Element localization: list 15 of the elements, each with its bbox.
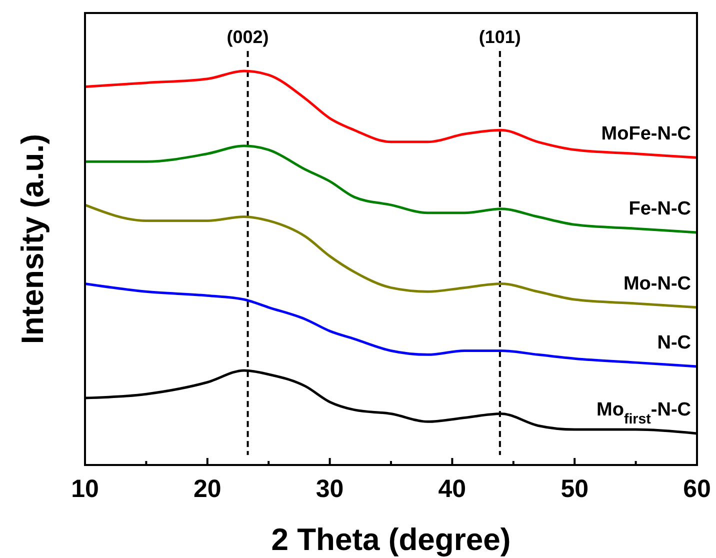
- x-tick-label: 40: [438, 475, 466, 503]
- series-label: Mo-N-C: [623, 273, 692, 294]
- series-label: N-C: [657, 332, 692, 354]
- text: (101): [478, 27, 521, 47]
- x-tick-label: 60: [683, 475, 711, 503]
- x-tick-label: 20: [193, 475, 222, 503]
- y-axis-title: Intensity (a.u.): [15, 134, 50, 344]
- x-tick-label: 30: [316, 475, 344, 503]
- x-tick-label: 50: [560, 475, 589, 503]
- series-label: Mo$_{first}$-N-C: [596, 400, 692, 428]
- text: (002): [226, 27, 269, 47]
- series-label: MoFe-N-C: [601, 124, 692, 145]
- x-axis-title: 2 Theta (degree): [271, 522, 511, 557]
- series-label: Fe-N-C: [628, 198, 692, 220]
- x-tick-label: 10: [71, 475, 99, 503]
